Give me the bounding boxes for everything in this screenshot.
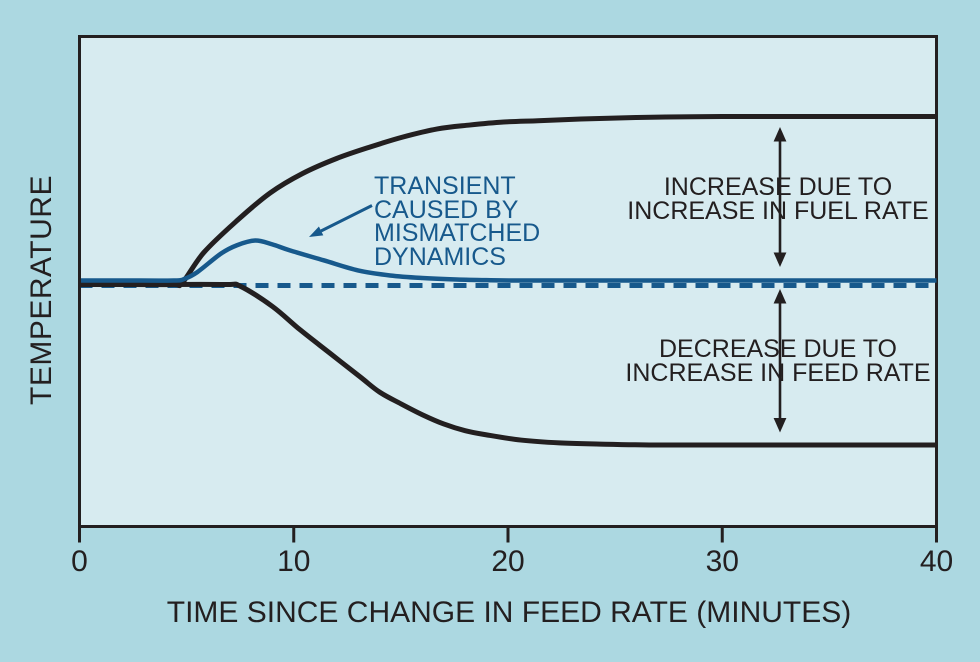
transient-mismatched-dynamics-curve [81, 238, 937, 283]
x-tick-label-40: 40 [919, 545, 954, 578]
arrow-up-icon [773, 289, 787, 304]
annotation-line: TRANSIENT [374, 172, 516, 200]
x-tick-label-20: 20 [491, 545, 525, 578]
series-layer [81, 113, 937, 448]
x-axis-label: TIME SINCE CHANGE IN FEED RATE (MINUTES) [166, 596, 852, 629]
x-tick-label-10: 10 [277, 545, 311, 578]
arrowhead-icon [309, 226, 324, 237]
annotation-line: MISMATCHED [374, 219, 541, 247]
fuel-rate-increase-response-curve [81, 113, 937, 289]
annotation-line: CAUSED BY [374, 195, 519, 224]
annotation-line: INCREASE DUE TO [663, 173, 893, 201]
annotation-line: DECREASE DUE TO [658, 335, 898, 363]
transient-annotation: TRANSIENT CAUSED BY MISMATCHED DYNAMICS [374, 172, 541, 271]
x-tick-label-0: 0 [71, 545, 88, 578]
increase-annotation: INCREASE DUE TO INCREASE IN FUEL RATE [627, 173, 929, 225]
feed-rate-increase-response-curve [81, 281, 937, 448]
transient-callout-arrow [309, 204, 373, 237]
y-axis-label: TEMPERATURE [25, 175, 58, 405]
annotation-line: INCREASE IN FEED RATE [625, 358, 931, 387]
annotation-line: DYNAMICS [374, 242, 506, 271]
x-tick-label-30: 30 [705, 545, 739, 578]
increase-span-arrow [773, 127, 787, 267]
arrow-down-icon [773, 252, 787, 267]
x-axis-ticks [78, 528, 938, 543]
decrease-annotation: DECREASE DUE TO INCREASE IN FEED RATE [625, 335, 931, 387]
arrow-down-icon [773, 418, 787, 433]
annotation-line: INCREASE IN FUEL RATE [627, 196, 929, 225]
decrease-span-arrow [773, 289, 787, 433]
arrow-up-icon [773, 127, 787, 142]
